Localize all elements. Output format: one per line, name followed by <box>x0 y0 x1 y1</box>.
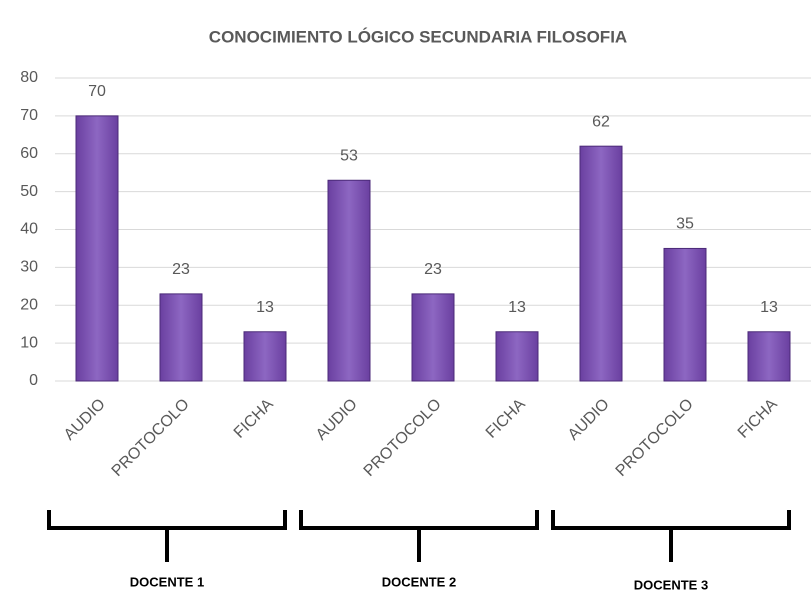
data-label: 13 <box>760 299 778 316</box>
x-tick-label: AUDIO <box>565 396 613 444</box>
group-label: DOCENTE 1 <box>130 574 204 589</box>
bar <box>747 331 791 382</box>
y-tick-label: 80 <box>20 69 38 86</box>
y-tick-label: 50 <box>20 183 38 200</box>
bar <box>495 331 539 382</box>
bar <box>411 293 455 382</box>
bar <box>579 145 623 382</box>
y-tick-label: 0 <box>29 372 38 389</box>
data-label: 23 <box>172 261 190 278</box>
group-label: DOCENTE 3 <box>634 577 708 590</box>
x-tick-label: PROTOCOLO <box>361 396 445 480</box>
x-tick-label: FICHA <box>231 396 277 442</box>
y-tick-label: 70 <box>20 107 38 124</box>
y-tick-label: 20 <box>20 296 38 313</box>
data-label: 23 <box>424 261 442 278</box>
x-tick-label: AUDIO <box>313 396 361 444</box>
x-tick-label: FICHA <box>483 396 529 442</box>
group-brace <box>47 510 287 562</box>
bar <box>327 179 371 382</box>
data-label: 35 <box>676 216 694 233</box>
bar <box>75 115 119 382</box>
group-brace <box>551 510 791 562</box>
x-tick-label: PROTOCOLO <box>613 396 697 480</box>
data-label: 62 <box>592 113 610 130</box>
group-label: DOCENTE 2 <box>382 574 456 589</box>
bar <box>159 293 203 382</box>
data-label: 13 <box>256 299 274 316</box>
data-label: 13 <box>508 299 526 316</box>
bar <box>243 331 287 382</box>
data-label: 70 <box>88 83 106 100</box>
data-label: 53 <box>340 147 358 164</box>
y-tick-label: 30 <box>20 259 38 276</box>
y-tick-label: 60 <box>20 145 38 162</box>
y-tick-label: 10 <box>20 334 38 351</box>
x-tick-label: AUDIO <box>61 396 109 444</box>
y-tick-label: 40 <box>20 221 38 238</box>
x-tick-label: PROTOCOLO <box>109 396 193 480</box>
bar <box>663 247 707 382</box>
group-brace <box>299 510 539 562</box>
x-tick-label: FICHA <box>735 396 781 442</box>
chart-title: CONOCIMIENTO LÓGICO SECUNDARIA FILOSOFIA <box>209 27 627 46</box>
